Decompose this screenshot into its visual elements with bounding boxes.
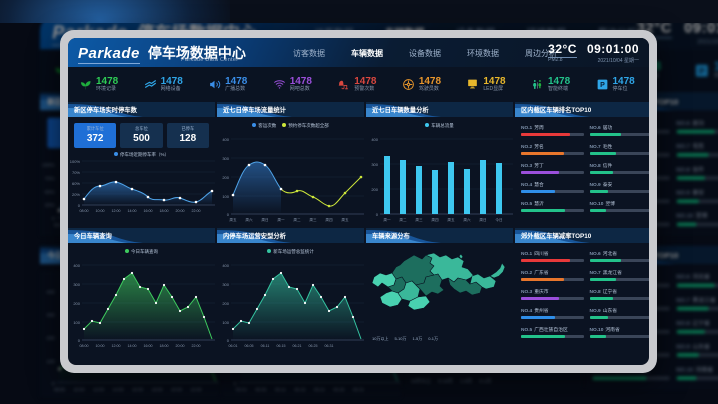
svg-text:周三: 周三 [309,217,317,222]
svg-text:周三: 周三 [415,217,423,222]
svg-text:0: 0 [227,338,230,343]
svg-text:周五: 周五 [447,217,455,222]
svg-text:100: 100 [222,320,229,325]
svg-text:60%: 60% [45,189,55,195]
svg-text:06.11: 06.11 [261,344,270,348]
svg-text:300: 300 [222,282,229,287]
svg-text:22:00: 22:00 [192,209,201,213]
svg-text:100: 100 [222,194,229,199]
svg-text:70%: 70% [72,170,80,175]
svg-text:400: 400 [73,263,80,268]
svg-text:周四: 周四 [431,217,439,222]
svg-text:0: 0 [52,381,55,387]
svg-text:20:00: 20:00 [171,387,183,392]
svg-text:周五: 周五 [341,217,349,222]
svg-text:06.31: 06.31 [353,387,365,392]
svg-text:周一: 周一 [277,217,285,222]
svg-text:200: 200 [46,336,54,342]
svg-text:06.21: 06.21 [314,387,326,392]
svg-text:20:00: 20:00 [176,209,185,213]
svg-text:06.25: 06.25 [333,387,345,392]
svg-text:16:00: 16:00 [132,387,144,392]
svg-text:18:00: 18:00 [160,209,169,213]
svg-text:22:00: 22:00 [192,344,201,348]
svg-text:0: 0 [227,212,230,217]
svg-text:14:00: 14:00 [128,344,137,348]
svg-text:周四: 周四 [325,217,333,222]
svg-text:400: 400 [46,289,54,295]
svg-text:周六: 周六 [463,217,471,222]
svg-text:10:00: 10:00 [96,209,105,213]
svg-text:100%: 100% [42,163,55,169]
svg-text:20:00: 20:00 [176,344,185,348]
svg-text:300: 300 [371,162,378,167]
svg-text:08:00: 08:00 [80,209,89,213]
svg-text:06.01: 06.01 [236,387,248,392]
svg-text:14:00: 14:00 [113,387,125,392]
svg-text:200: 200 [73,301,80,306]
svg-text:14:00: 14:00 [128,209,137,213]
svg-text:300: 300 [46,313,54,319]
svg-text:200: 200 [222,175,229,180]
svg-text:周二: 周二 [293,217,301,222]
svg-text:P: P [600,82,605,89]
svg-text:200: 200 [371,187,378,192]
svg-text:18:00: 18:00 [152,387,164,392]
svg-text:16:00: 16:00 [144,344,153,348]
svg-text:06.05: 06.05 [255,387,267,392]
svg-text:0: 0 [52,216,55,222]
svg-text:0: 0 [78,203,81,208]
svg-text:P: P [698,66,704,76]
svg-text:06.11: 06.11 [275,387,286,392]
svg-text:400: 400 [222,263,229,268]
svg-text:06.15: 06.15 [277,344,286,348]
svg-text:12:00: 12:00 [93,387,105,392]
svg-text:16:00: 16:00 [144,209,153,213]
svg-text:70%: 70% [45,176,55,182]
svg-text:20%: 20% [45,203,55,209]
svg-text:10:00: 10:00 [96,344,105,348]
svg-text:06.31: 06.31 [325,344,334,348]
svg-text:400: 400 [222,137,229,142]
svg-text:06.21: 06.21 [293,344,302,348]
svg-text:100: 100 [46,359,54,365]
svg-text:10:00: 10:00 [74,387,86,392]
svg-text:0: 0 [78,338,81,343]
svg-text:22:00: 22:00 [191,387,203,392]
svg-text:08:00: 08:00 [54,387,66,392]
svg-text:12:00: 12:00 [112,344,121,348]
svg-text:300: 300 [222,156,229,161]
svg-text:400: 400 [371,137,378,142]
svg-text:200: 200 [222,301,229,306]
svg-text:06.15: 06.15 [294,387,306,392]
svg-text:周五: 周五 [229,217,237,222]
svg-text:周二: 周二 [399,217,407,222]
svg-text:周日: 周日 [261,217,268,222]
svg-text:60%: 60% [72,181,80,186]
svg-text:周六: 周六 [245,217,253,222]
svg-text:20%: 20% [72,192,80,197]
svg-text:周一: 周一 [383,217,391,222]
svg-text:100%: 100% [70,159,81,164]
svg-text:06.05: 06.05 [245,344,254,348]
svg-text:0: 0 [376,212,379,217]
svg-text:今日: 今日 [495,217,502,222]
svg-text:300: 300 [73,282,80,287]
svg-text:100: 100 [73,320,80,325]
svg-text:0: 0 [234,381,237,387]
svg-text:12:00: 12:00 [112,209,121,213]
svg-text:06.01: 06.01 [229,344,238,348]
svg-text:周日: 周日 [479,217,486,222]
svg-text:18:00: 18:00 [160,344,169,348]
svg-text:06.25: 06.25 [309,344,318,348]
svg-text:08:00: 08:00 [80,344,89,348]
